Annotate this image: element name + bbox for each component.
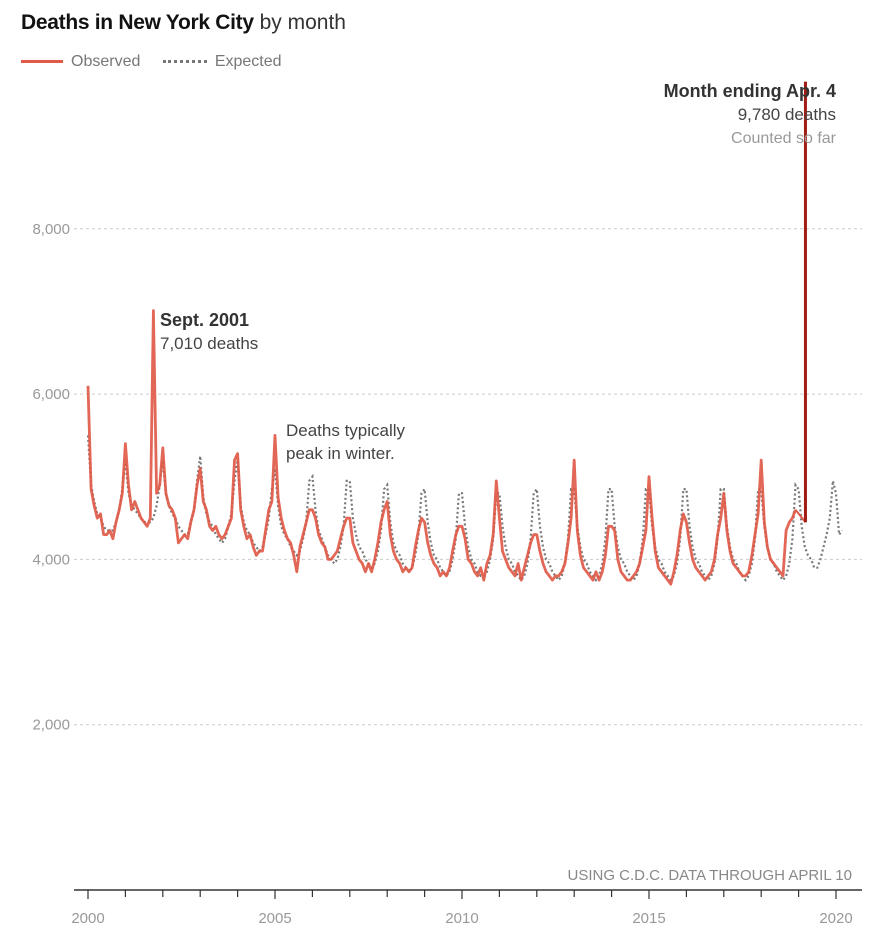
legend-observed-label: Observed: [71, 52, 141, 70]
x-axis: 2000 2005 2010 2015 2020: [71, 889, 862, 927]
x-tick-label-2005: 2005: [258, 910, 291, 927]
x-tick-label-2020: 2020: [819, 910, 852, 927]
annotation-winter-line1: Deaths typically: [286, 421, 406, 440]
x-tick-label-2015: 2015: [632, 910, 665, 927]
annotation-winter-line2: peak in winter.: [286, 444, 395, 463]
chart-title: Deaths in New York City by month: [21, 11, 346, 35]
annotation-april-note: Counted so far: [731, 130, 837, 147]
legend-observed-swatch: [21, 60, 63, 63]
legend-expected-label: Expected: [214, 52, 282, 70]
series-observed-2020-segment: [794, 509, 807, 523]
legend-observed: Observed: [21, 53, 140, 71]
grid-lines: [74, 228, 862, 726]
chart-title-main: Deaths in New York City: [21, 11, 254, 34]
legend-expected-swatch: [162, 60, 207, 63]
annotation-april-value: 9,780 deaths: [738, 105, 836, 124]
annotation-sept-2001-value: 7,010 deaths: [160, 334, 258, 353]
series-expected-line: [86, 435, 844, 582]
x-tick-label-2010: 2010: [445, 910, 478, 927]
y-tick-label-4000: 4,000: [32, 551, 70, 568]
y-tick-label-2000: 2,000: [32, 717, 70, 734]
annotation-april-title: Month ending Apr. 4: [664, 81, 836, 101]
y-axis-tick-labels: 2,000 4,000 6,000 8,000: [32, 221, 70, 734]
source-note: USING C.D.C. DATA THROUGH APRIL 10: [567, 867, 852, 884]
chart-legend: Observed Expected: [21, 50, 300, 71]
y-tick-label-8000: 8,000: [32, 221, 70, 238]
legend-expected: Expected: [162, 52, 282, 71]
annotation-sept-2001-title: Sept. 2001: [160, 310, 249, 330]
y-tick-label-6000: 6,000: [32, 386, 70, 403]
series-lines: [86, 81, 844, 586]
series-observed-line: [86, 309, 797, 586]
x-tick-label-2000: 2000: [71, 910, 104, 927]
chart-title-sub: by month: [259, 11, 346, 34]
